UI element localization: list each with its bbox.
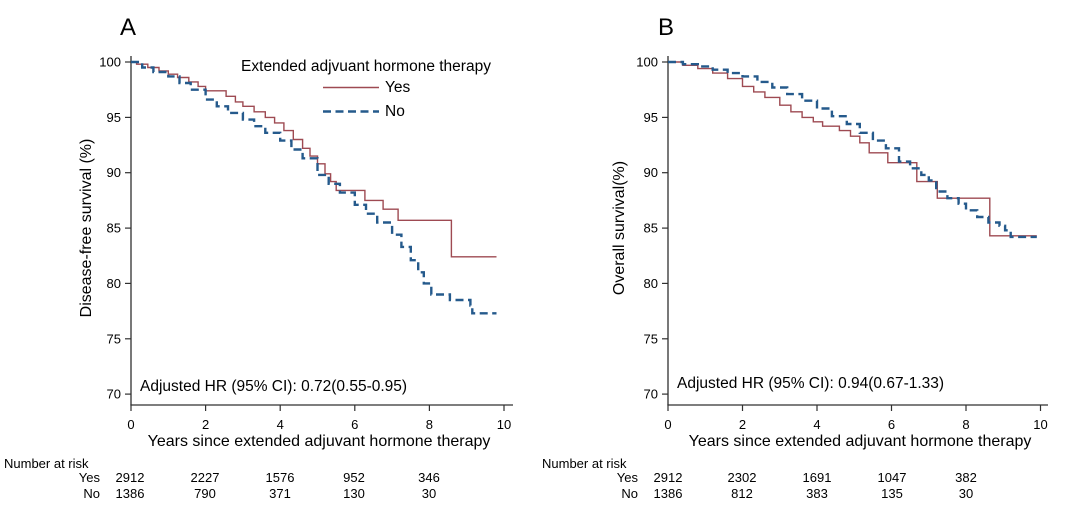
x-tick-label: 6 [351, 417, 358, 432]
panel-b-y-axis-label: Overall survival(%) [611, 160, 628, 296]
risk-value: 1047 [877, 470, 907, 485]
x-tick-label: 8 [426, 417, 433, 432]
panel-a-x-axis-label: Years since extended adjuvant hormone th… [147, 433, 491, 450]
x-tick-label: 10 [497, 417, 511, 432]
risk-value: 2302 [727, 470, 757, 485]
y-tick-label: 80 [644, 276, 658, 291]
y-tick-label: 95 [644, 110, 658, 125]
risk-value: 2912 [115, 470, 145, 485]
risk-value: 371 [269, 486, 291, 501]
panel-a-hr-annotation: Adjusted HR (95% CI): 0.72(0.55-0.95) [140, 378, 408, 395]
x-tick-label: 6 [888, 417, 895, 432]
panel-a-letter: A [120, 14, 137, 41]
x-tick-label: 4 [813, 417, 820, 432]
risk-value: 2227 [190, 470, 220, 485]
risk-value: 1691 [802, 470, 832, 485]
risk-value: 790 [194, 486, 216, 501]
risk-value: 1576 [265, 470, 295, 485]
y-tick-label: 100 [99, 55, 121, 70]
risk-value: 1386 [115, 486, 145, 501]
y-tick-label: 90 [107, 165, 121, 180]
x-tick-label: 2 [202, 417, 209, 432]
legend-title: Extended adjvuant hormone therapy [241, 58, 491, 75]
x-tick-label: 10 [1033, 417, 1047, 432]
km-curve-yes [131, 61, 497, 258]
legend-line-yes-icon [323, 86, 379, 89]
y-tick-label: 70 [107, 387, 121, 402]
panel-a-risk-table-title: Number at risk [4, 456, 89, 471]
panel-a-y-axis-label: Disease-free survival (%) [78, 138, 95, 318]
risk-value: 30 [421, 486, 437, 501]
panel-b-hr-annotation: Adjusted HR (95% CI): 0.94(0.67-1.33) [677, 375, 945, 392]
y-tick-label: 90 [644, 165, 658, 180]
risk-value: 1386 [653, 486, 683, 501]
panel-b-risk-row-no-label: No [621, 486, 638, 501]
risk-value: 346 [418, 470, 440, 485]
y-tick-label: 85 [107, 221, 121, 236]
km-curve-no [131, 60, 497, 315]
panel-b-letter: B [658, 14, 675, 41]
risk-value: 30 [958, 486, 974, 501]
x-tick-label: 2 [739, 417, 746, 432]
y-tick-label: 95 [107, 110, 121, 125]
risk-value: 952 [343, 470, 365, 485]
x-tick-label: 0 [664, 417, 671, 432]
panel-a-risk-row-no-label: No [83, 486, 100, 501]
panel-a-risk-row-yes-label: Yes [78, 470, 100, 485]
y-tick-label: 100 [636, 55, 658, 70]
risk-value: 2912 [653, 470, 683, 485]
risk-value: 135 [881, 486, 903, 501]
risk-value: 812 [731, 486, 753, 501]
km-curve-yes [668, 61, 1037, 237]
panel-b-risk-row-yes-label: Yes [616, 470, 638, 485]
x-tick-label: 8 [962, 417, 969, 432]
legend-line-no-icon [323, 110, 379, 113]
risk-value: 382 [955, 470, 977, 485]
panel-b-risk-table-title: Number at risk [542, 456, 627, 471]
y-tick-label: 85 [644, 221, 658, 236]
risk-value: 130 [343, 486, 365, 501]
legend-item-yes: Yes [385, 79, 411, 96]
panel-b-x-axis-label: Years since extended adjuvant hormone th… [688, 433, 1032, 450]
y-tick-label: 80 [107, 276, 121, 291]
risk-value: 383 [806, 486, 828, 501]
x-tick-label: 4 [277, 417, 284, 432]
y-tick-label: 70 [644, 387, 658, 402]
legend-item-no: No [385, 103, 405, 120]
y-tick-label: 75 [107, 331, 121, 346]
km-curve-no [668, 60, 1037, 239]
x-tick-label: 0 [127, 417, 134, 432]
y-tick-label: 75 [644, 331, 658, 346]
